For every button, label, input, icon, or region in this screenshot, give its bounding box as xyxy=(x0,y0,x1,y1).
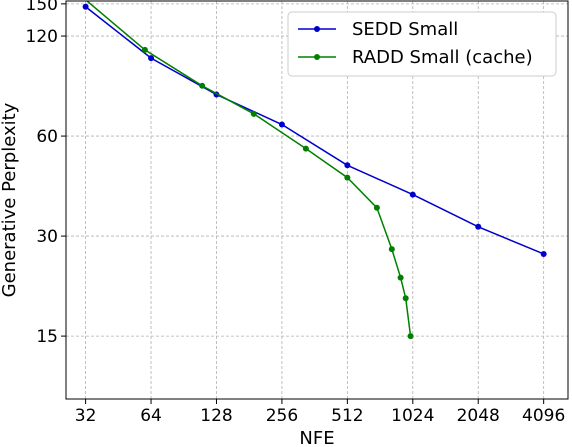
data-point xyxy=(82,3,89,10)
series-0 xyxy=(82,3,547,257)
x-tick-label: 4096 xyxy=(522,406,565,426)
series-line xyxy=(85,6,544,255)
y-tick-label: 15 xyxy=(36,327,58,347)
x-axis: 32 64 128 256 512 1024 2048 4096 xyxy=(75,399,565,426)
x-tick-label: 2048 xyxy=(457,406,500,426)
data-point xyxy=(540,250,547,257)
y-axis-label: Generative Perplexity xyxy=(0,102,20,297)
data-point xyxy=(397,274,404,281)
x-tick-label: 32 xyxy=(75,406,97,426)
legend-marker-radd xyxy=(314,54,320,60)
data-point xyxy=(409,191,416,198)
legend: SEDD Small RADD Small (cache) xyxy=(287,11,557,77)
x-tick-label: 128 xyxy=(200,406,232,426)
grid xyxy=(66,1,568,399)
series-1 xyxy=(85,1,414,340)
data-point xyxy=(407,333,414,340)
y-tick-label: 120 xyxy=(26,27,58,47)
data-point xyxy=(148,55,155,62)
data-point xyxy=(475,223,482,230)
data-point xyxy=(199,82,206,89)
data-point xyxy=(344,174,351,181)
x-tick-label: 512 xyxy=(331,406,363,426)
data-point xyxy=(344,162,351,169)
x-tick-label: 1024 xyxy=(391,406,434,426)
x-tick-label: 64 xyxy=(140,406,162,426)
data-point xyxy=(141,46,148,53)
y-tick-label: 60 xyxy=(36,127,58,147)
data-point xyxy=(373,204,380,211)
legend-box xyxy=(287,11,557,77)
data-point xyxy=(278,121,285,128)
legend-label-sedd: SEDD Small xyxy=(352,19,458,40)
data-point xyxy=(402,295,409,302)
data-point xyxy=(250,110,257,117)
data-point xyxy=(302,145,309,152)
y-axis: 15 30 60 120 150 xyxy=(26,0,66,347)
x-tick-label: 256 xyxy=(266,406,298,426)
data-point xyxy=(388,246,395,253)
y-tick-label: 30 xyxy=(36,227,58,247)
x-axis-label: NFE xyxy=(299,428,334,447)
legend-marker-sedd xyxy=(314,26,320,32)
legend-label-radd: RADD Small (cache) xyxy=(352,47,533,68)
y-tick-label: 150 xyxy=(26,0,58,15)
series-layer xyxy=(82,1,547,340)
plot-frame xyxy=(65,0,569,400)
